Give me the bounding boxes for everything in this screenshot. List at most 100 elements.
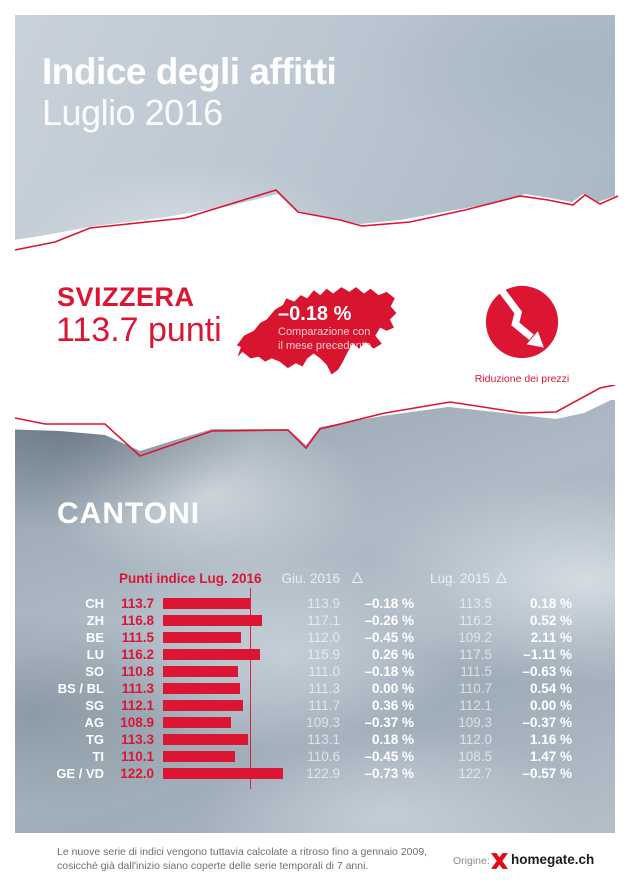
prev-year-value: 112.1 <box>459 698 492 713</box>
cantons-title: CANTONI <box>57 497 201 530</box>
canton-label: BE <box>85 630 104 645</box>
table-row: SO 110.8 111.0 –0.18 % 111.5 –0.63 % <box>40 663 612 680</box>
trend-caption: Riduzione dei prezzi <box>474 373 570 385</box>
bar-cell <box>154 765 283 782</box>
bar-cell <box>154 595 260 612</box>
points-bar <box>163 734 248 745</box>
points-bar <box>163 615 262 626</box>
prev-month-value: 113.1 <box>307 732 340 747</box>
bar-cell <box>154 612 262 629</box>
switzerland-map: –0.18 % Comparazione con il mese precede… <box>236 276 398 384</box>
delta-year-value: –1.11 % <box>523 647 572 662</box>
page-title: Indice degli affitti Luglio 2016 <box>42 51 337 133</box>
bar-cell <box>154 697 260 714</box>
table-row: CH 113.7 113.9 –0.18 % 113.5 0.18 % <box>40 595 612 612</box>
delta-month-value: 0.36 % <box>371 698 414 713</box>
cantons-table: CH 113.7 113.9 –0.18 % 113.5 0.18 % ZH 116.8 117… <box>40 595 612 782</box>
points-bar <box>163 751 235 762</box>
delta-month-value: –0.26 % <box>364 613 414 628</box>
title-line: Indice degli affitti <box>42 51 337 92</box>
canton-label: SG <box>85 698 104 713</box>
delta-month-value: –0.37 % <box>364 715 414 730</box>
prev-month-value: 109.3 <box>306 715 340 730</box>
prev-month-value: 110.6 <box>307 749 340 764</box>
country-label: SVIZZERA <box>57 282 195 312</box>
delta-month-value: 0.00 % <box>371 681 414 696</box>
column-header-points: Punti indice Lug. 2016 <box>119 571 262 586</box>
table-row: BE 111.5 112.0 –0.45 % 109.2 2.11 % <box>40 629 612 646</box>
canton-label: TI <box>92 749 104 764</box>
points-value: 110.8 <box>120 664 154 679</box>
points-value: 108.9 <box>120 715 154 730</box>
bar-cell <box>154 731 260 748</box>
arrow-down-icon <box>485 285 559 359</box>
column-header-prev-year: Lug. 2015 <box>430 571 491 586</box>
points-value: 111.5 <box>121 630 154 645</box>
points-value: 113.7 <box>120 596 154 611</box>
prev-month-value: 113.9 <box>307 596 340 611</box>
prev-month-value: 111.0 <box>308 664 340 679</box>
column-header-prev-month: Giu. 2016 <box>281 571 340 586</box>
footnote: Le nuove serie di indici vengono tuttavi… <box>57 846 428 872</box>
points-value: 116.2 <box>120 647 154 662</box>
homegate-logo-icon <box>491 853 508 874</box>
prev-year-value: 117.5 <box>459 647 492 662</box>
canton-label: AG <box>84 715 105 730</box>
prev-month-value: 111.3 <box>308 681 340 696</box>
bar-cell <box>154 663 260 680</box>
canton-label: CH <box>85 596 104 611</box>
points-bar <box>163 768 283 779</box>
points-value: 111.3 <box>121 681 154 696</box>
map-overlay: –0.18 % Comparazione con il mese precede… <box>278 303 371 354</box>
delta-month-value: –0.45 % <box>364 749 414 764</box>
bar-cell <box>154 680 260 697</box>
delta-month-value: 0.18 % <box>371 732 414 747</box>
canton-label: TG <box>85 732 104 747</box>
table-row: BS / BL 111.3 111.3 0.00 % 110.7 0.54 % <box>40 680 612 697</box>
switzerland-map-icon <box>236 287 397 375</box>
points-value: 116.8 <box>120 613 154 628</box>
prev-year-value: 108.5 <box>458 749 492 764</box>
table-row: TI 110.1 110.6 –0.45 % 108.5 1.47 % <box>40 748 612 765</box>
prev-year-value: 116.2 <box>459 613 492 628</box>
canton-label: LU <box>86 647 104 662</box>
bar-cell <box>154 629 260 646</box>
delta-month-value: –0.18 % <box>364 596 414 611</box>
points-value: 122.0 <box>120 766 154 781</box>
table-row: AG 108.9 109.3 –0.37 % 109.3 –0.37 % <box>40 714 612 731</box>
monthly-change-caption: Comparazione con il mese precedente <box>278 326 371 352</box>
delta-year-value: –0.63 % <box>522 664 572 679</box>
delta-icon: △ <box>496 568 507 584</box>
cantons-section <box>15 400 615 833</box>
prev-month-value: 115.9 <box>307 647 340 662</box>
points-bar <box>163 598 250 609</box>
delta-month-value: 0.26 % <box>371 647 414 662</box>
points-value: 112.1 <box>120 698 154 713</box>
country-points: 113.7 punti <box>56 311 222 349</box>
table-row: SG 112.1 111.7 0.36 % 112.1 0.00 % <box>40 697 612 714</box>
bar-cell <box>154 646 260 663</box>
points-bar <box>163 717 231 728</box>
table-row: LU 116.2 115.9 0.26 % 117.5 –1.11 % <box>40 646 612 663</box>
prev-year-value: 112.0 <box>459 732 492 747</box>
monthly-change-value: –0.18 % <box>278 303 352 325</box>
prev-month-value: 111.7 <box>308 698 340 713</box>
price-trend-badge <box>484 284 560 360</box>
prev-month-value: 117.1 <box>307 613 340 628</box>
prev-month-value: 122.9 <box>306 766 340 781</box>
points-bar <box>163 683 240 694</box>
delta-year-value: 0.00 % <box>529 698 572 713</box>
prev-year-value: 109.2 <box>458 630 492 645</box>
canton-label: GE / VD <box>56 766 104 781</box>
delta-month-value: –0.18 % <box>364 664 414 679</box>
points-bar <box>163 632 241 643</box>
points-bar <box>163 666 238 677</box>
table-row: GE / VD 122.0 122.9 –0.73 % 122.7 –0.57 % <box>40 765 612 782</box>
prev-year-value: 122.7 <box>458 766 492 781</box>
delta-year-value: 0.52 % <box>529 613 572 628</box>
prev-month-value: 112.0 <box>307 630 340 645</box>
subtitle-line: Luglio 2016 <box>42 91 223 133</box>
points-bar <box>163 649 260 660</box>
points-value: 113.3 <box>120 732 154 747</box>
